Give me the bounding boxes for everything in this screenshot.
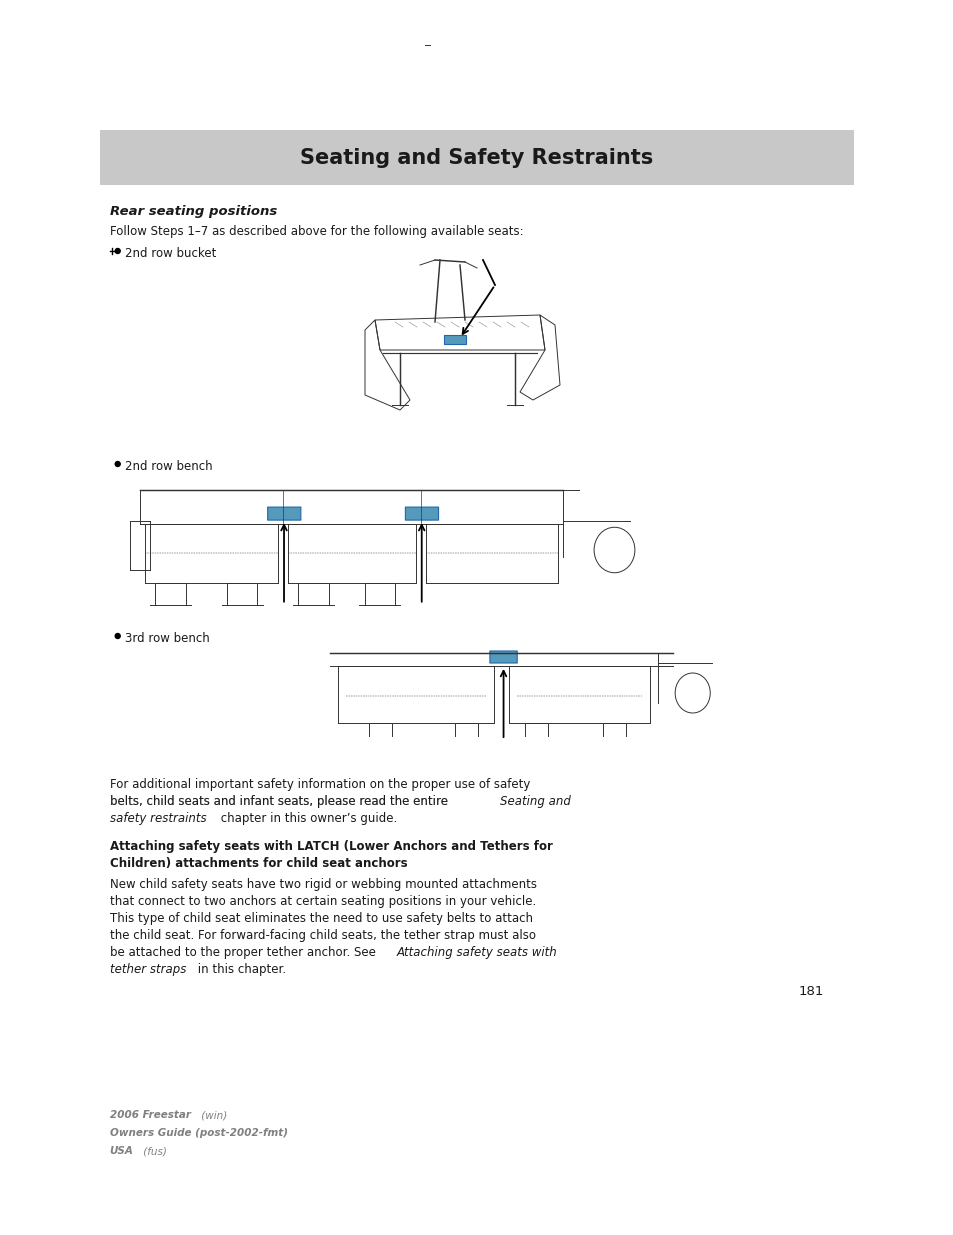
Text: Attaching safety seats with LATCH (Lower Anchors and Tethers for: Attaching safety seats with LATCH (Lower… <box>110 840 552 853</box>
Circle shape <box>115 634 120 638</box>
Text: Follow Steps 1–7 as described above for the following available seats:: Follow Steps 1–7 as described above for … <box>110 225 523 238</box>
Text: 3rd row bench: 3rd row bench <box>125 632 210 645</box>
Text: Seating and: Seating and <box>499 795 570 808</box>
FancyBboxPatch shape <box>490 651 517 663</box>
FancyBboxPatch shape <box>405 508 438 520</box>
Text: This type of child seat eliminates the need to use safety belts to attach: This type of child seat eliminates the n… <box>110 911 532 925</box>
Text: chapter in this owner’s guide.: chapter in this owner’s guide. <box>216 811 396 825</box>
Bar <box>443 335 465 345</box>
Text: Seating and Safety Restraints: Seating and Safety Restraints <box>300 147 653 168</box>
Text: belts, child seats and infant seats, please read the entire: belts, child seats and infant seats, ple… <box>110 795 451 808</box>
Text: Owners Guide (post-2002-fmt): Owners Guide (post-2002-fmt) <box>110 1128 288 1137</box>
Text: be attached to the proper tether anchor. See: be attached to the proper tether anchor.… <box>110 946 379 960</box>
Text: that connect to two anchors at certain seating positions in your vehicle.: that connect to two anchors at certain s… <box>110 895 536 908</box>
Text: 181: 181 <box>798 986 823 998</box>
Circle shape <box>115 248 120 253</box>
Text: belts, child seats and infant seats, please read the entire: belts, child seats and infant seats, ple… <box>110 795 541 808</box>
Text: (win): (win) <box>197 1110 227 1120</box>
FancyBboxPatch shape <box>268 508 300 520</box>
Text: USA: USA <box>110 1146 133 1156</box>
Text: tether straps: tether straps <box>110 963 186 976</box>
Text: New child safety seats have two rigid or webbing mounted attachments: New child safety seats have two rigid or… <box>110 878 537 890</box>
Text: For additional important safety information on the proper use of safety: For additional important safety informat… <box>110 778 530 790</box>
Text: (fus): (fus) <box>139 1146 167 1156</box>
Text: 2nd row bucket: 2nd row bucket <box>125 247 216 261</box>
Text: in this chapter.: in this chapter. <box>193 963 286 976</box>
Text: Attaching safety seats with: Attaching safety seats with <box>396 946 557 960</box>
Text: Children) attachments for child seat anchors: Children) attachments for child seat anc… <box>110 857 407 869</box>
Bar <box>100 130 853 185</box>
Text: belts, child seats and infant seats, please read the entire: belts, child seats and infant seats, ple… <box>110 795 451 808</box>
Text: 2nd row bench: 2nd row bench <box>125 459 213 473</box>
Circle shape <box>115 462 120 467</box>
Text: 2006 Freestar: 2006 Freestar <box>110 1110 191 1120</box>
Text: safety restraints: safety restraints <box>110 811 206 825</box>
Text: the child seat. For forward-facing child seats, the tether strap must also: the child seat. For forward-facing child… <box>110 929 536 942</box>
Text: Rear seating positions: Rear seating positions <box>110 205 276 219</box>
